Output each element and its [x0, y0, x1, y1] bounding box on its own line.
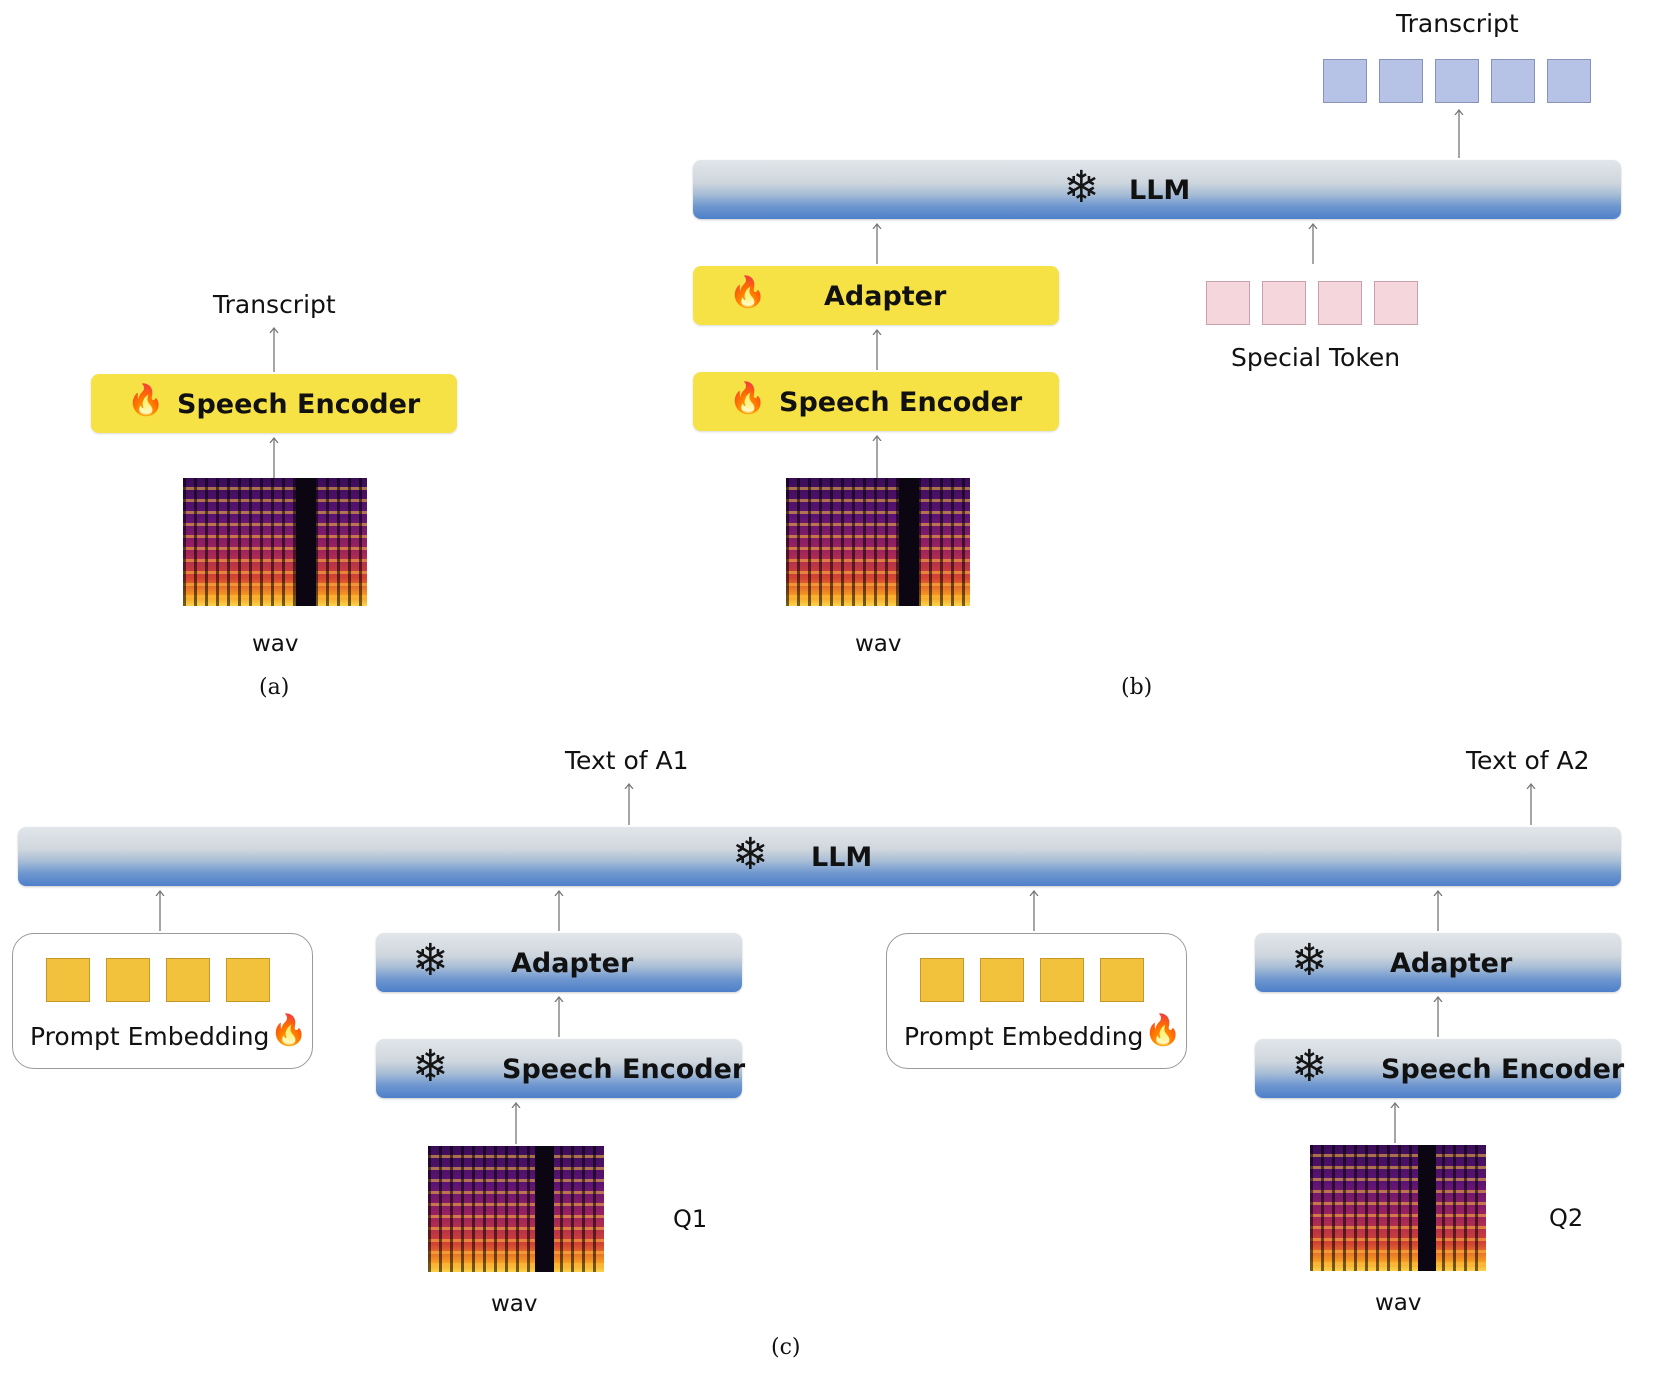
speech-encoder-trainable: 🔥 Speech Encoder: [91, 374, 457, 433]
spectrogram-image: [183, 478, 367, 606]
speech-encoder-label: Speech Encoder: [502, 1054, 746, 1085]
prompt-embedding-box: Prompt Embedding 🔥: [886, 933, 1187, 1069]
snowflake-icon: ❄: [1291, 935, 1328, 986]
q1-label: Q1: [673, 1205, 708, 1233]
fire-icon: 🔥: [270, 1013, 308, 1048]
caption-c: (c): [771, 1335, 801, 1360]
prompt-token: [920, 958, 964, 1002]
snowflake-icon: ❄: [732, 829, 769, 880]
speech-encoder-label: Speech Encoder: [779, 387, 1023, 418]
llm-label: LLM: [811, 842, 873, 873]
special-token: [1318, 281, 1362, 325]
special-token: [1262, 281, 1306, 325]
prompt-token: [980, 958, 1024, 1002]
prompt-token: [1100, 958, 1144, 1002]
snowflake-icon: ❄: [1291, 1041, 1328, 1092]
special-token: [1206, 281, 1250, 325]
special-token-label: Special Token: [1231, 343, 1401, 372]
adapter-label: Adapter: [1390, 948, 1513, 979]
adapter-label: Adapter: [511, 948, 634, 979]
snowflake-icon: ❄: [412, 935, 449, 986]
text-a2-label: Text of A2: [1466, 746, 1590, 775]
output-token: [1379, 59, 1423, 103]
adapter-frozen: ❄ Adapter: [1255, 933, 1621, 992]
speech-encoder-label: Speech Encoder: [177, 389, 421, 420]
prompt-embedding-label: Prompt Embedding: [904, 1022, 1144, 1051]
transcript-label: Transcript: [1396, 9, 1519, 38]
llm-frozen: ❄ LLM: [18, 827, 1621, 886]
speech-encoder-label: Speech Encoder: [1381, 1054, 1625, 1085]
prompt-token: [46, 958, 90, 1002]
adapter-frozen: ❄ Adapter: [376, 933, 742, 992]
fire-icon: 🔥: [1144, 1013, 1182, 1048]
caption-a: (a): [259, 675, 290, 700]
spectrogram-image: [1310, 1145, 1486, 1271]
llm-label: LLM: [1129, 175, 1191, 206]
prompt-embedding-label: Prompt Embedding: [30, 1022, 270, 1051]
adapter-label: Adapter: [824, 281, 947, 312]
prompt-token: [226, 958, 270, 1002]
fire-icon: 🔥: [729, 381, 767, 416]
fire-icon: 🔥: [729, 275, 767, 310]
spectrogram-image: [428, 1146, 604, 1272]
q2-label: Q2: [1549, 1204, 1584, 1232]
speech-encoder-frozen: ❄ Speech Encoder: [1255, 1039, 1625, 1098]
special-token: [1374, 281, 1418, 325]
prompt-embedding-box: Prompt Embedding 🔥: [12, 933, 313, 1069]
output-token: [1491, 59, 1535, 103]
output-token: [1435, 59, 1479, 103]
prompt-token: [1040, 958, 1084, 1002]
transcript-label: Transcript: [213, 290, 336, 319]
output-token: [1547, 59, 1591, 103]
wav-label: wav: [1375, 1290, 1422, 1316]
snowflake-icon: ❄: [412, 1041, 449, 1092]
text-a1-label: Text of A1: [565, 746, 689, 775]
spectrogram-image: [786, 478, 970, 606]
prompt-token: [106, 958, 150, 1002]
wav-label: wav: [855, 631, 902, 657]
speech-encoder-frozen: ❄ Speech Encoder: [376, 1039, 746, 1098]
snowflake-icon: ❄: [1063, 162, 1100, 213]
llm-frozen: ❄ LLM: [693, 160, 1621, 219]
speech-encoder-trainable: 🔥 Speech Encoder: [693, 372, 1059, 431]
output-token: [1323, 59, 1367, 103]
adapter-trainable: 🔥 Adapter: [693, 266, 1059, 325]
caption-b: (b): [1121, 675, 1153, 700]
fire-icon: 🔥: [127, 383, 165, 418]
wav-label: wav: [491, 1291, 538, 1317]
wav-label: wav: [252, 631, 299, 657]
prompt-token: [166, 958, 210, 1002]
